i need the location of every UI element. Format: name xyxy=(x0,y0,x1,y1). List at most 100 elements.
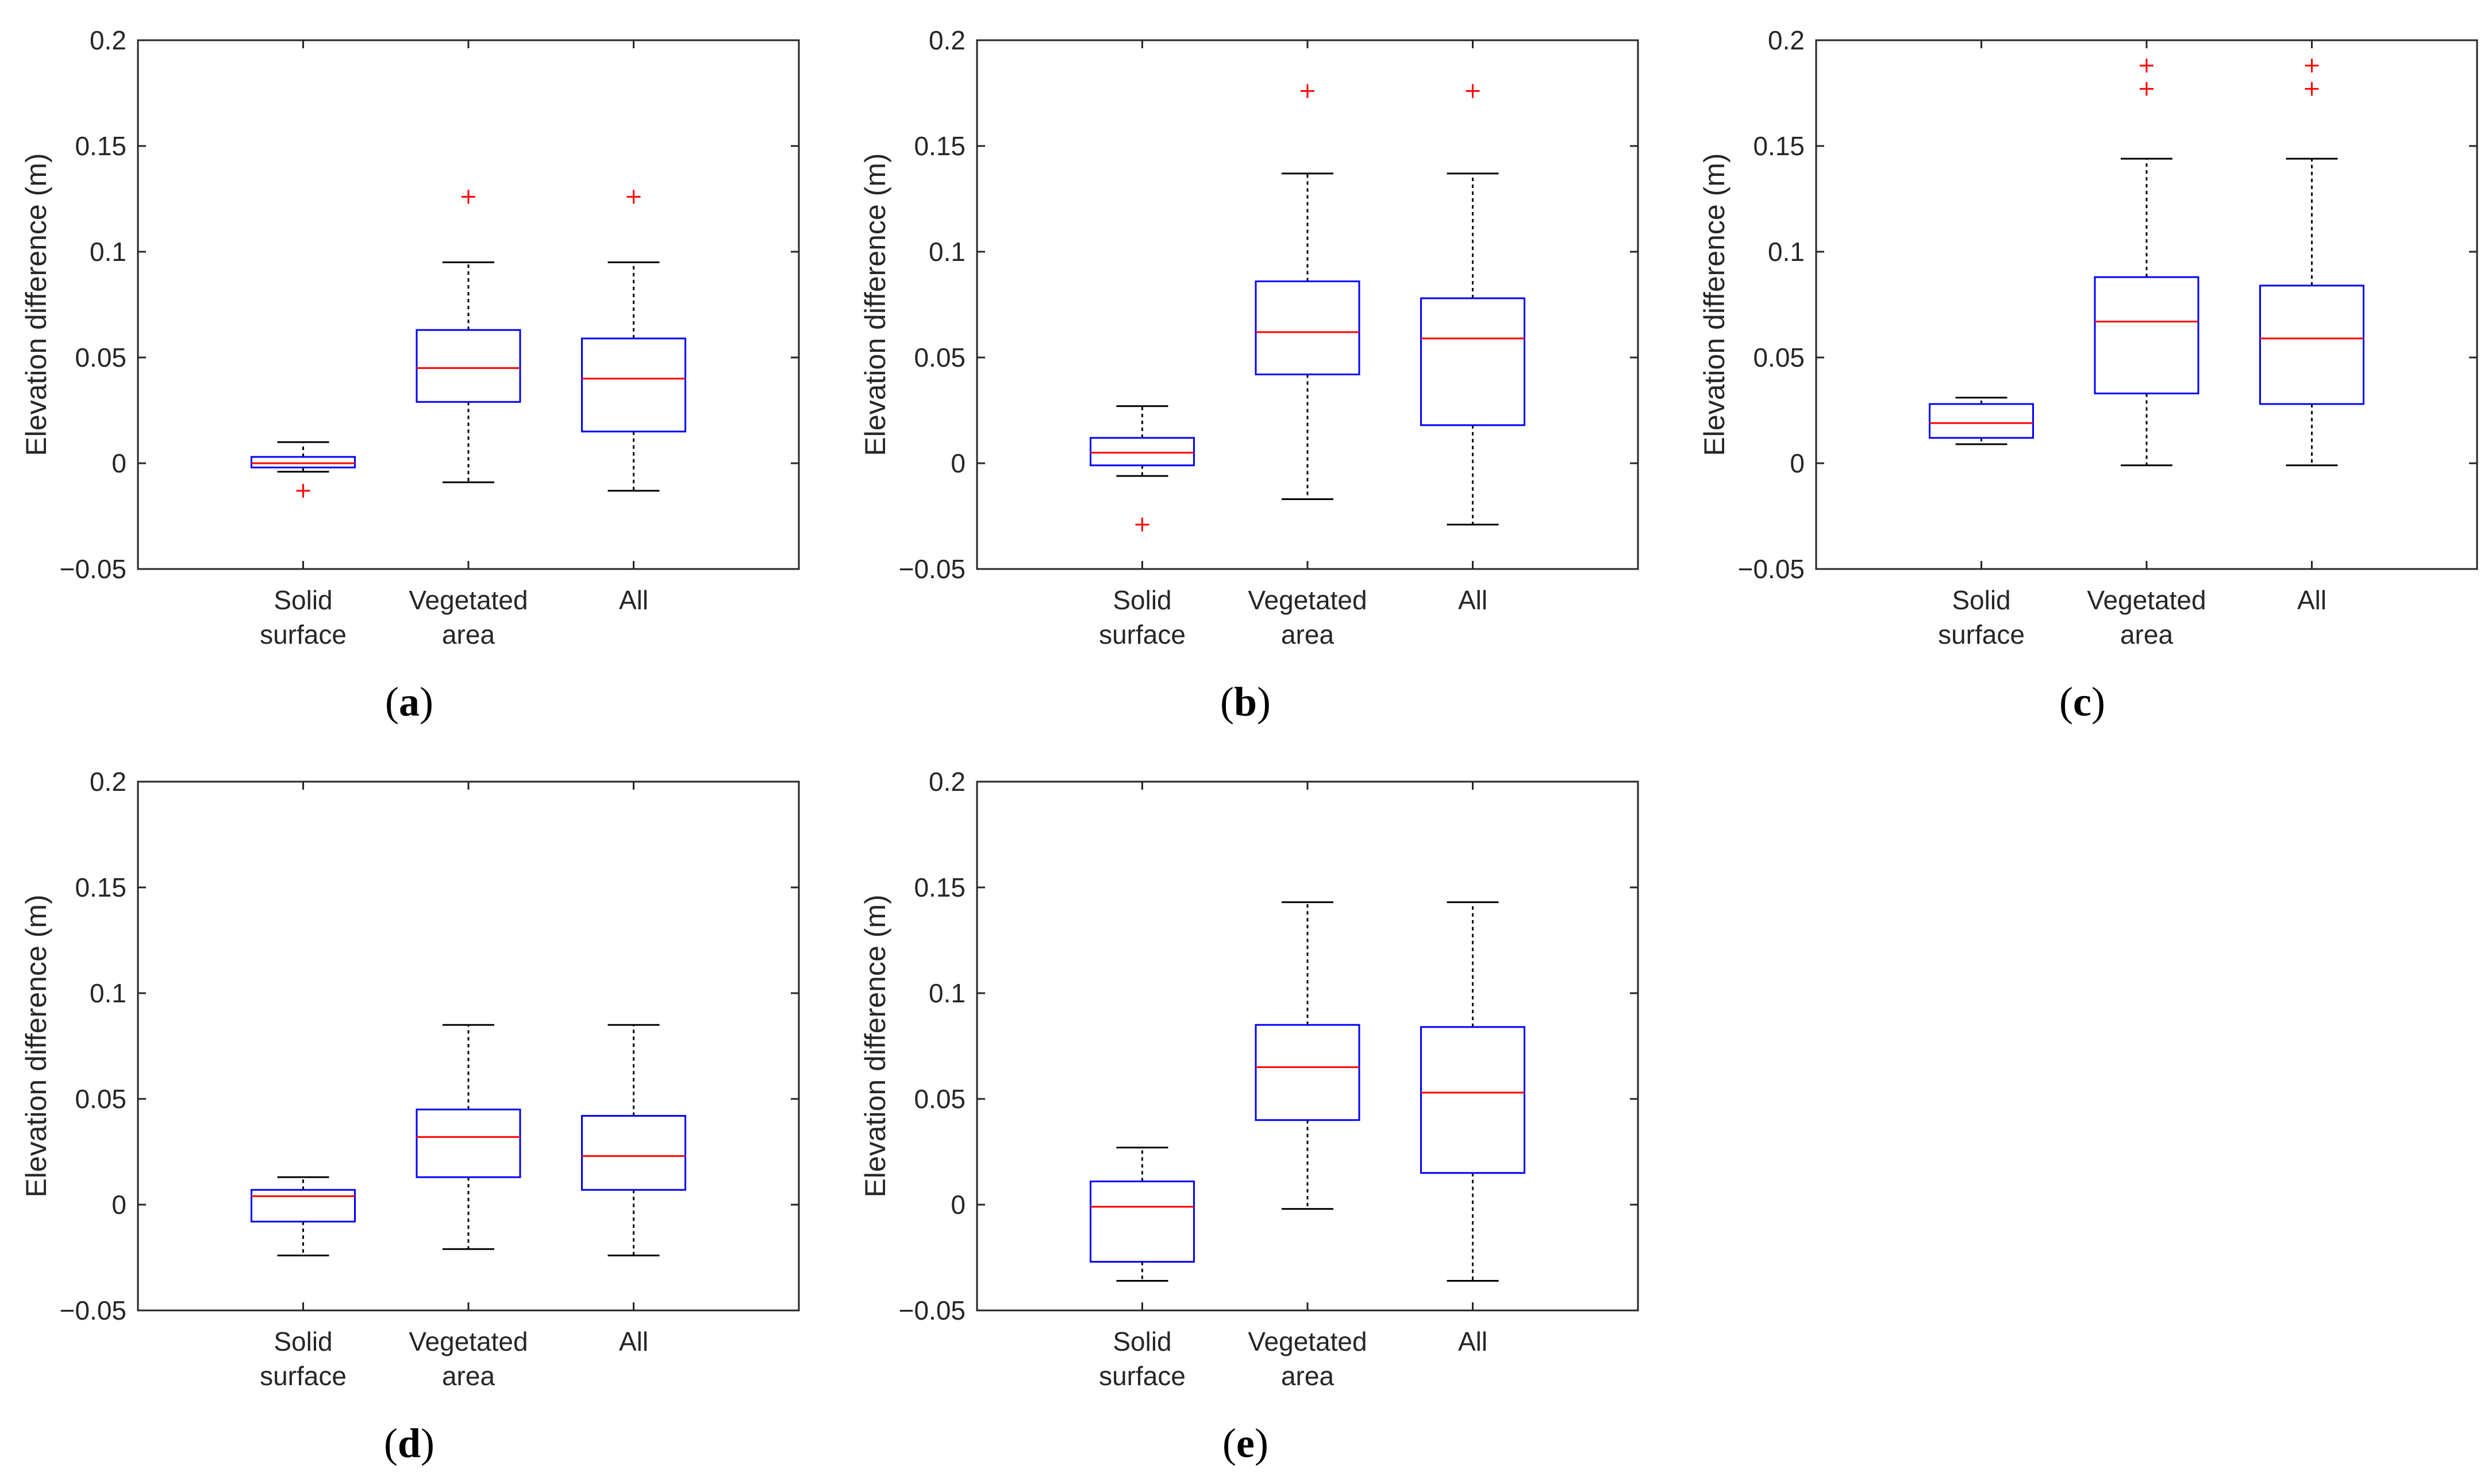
box xyxy=(1420,1026,1525,1174)
y-tick-label: 0.05 xyxy=(1753,343,1805,372)
x-category-label: Solid xyxy=(1952,585,2010,615)
outlier-marker xyxy=(2140,59,2153,73)
plot-frame xyxy=(976,781,1639,1312)
y-tick-label: 0.15 xyxy=(75,872,126,902)
y-tick-label: 0.2 xyxy=(929,767,966,797)
x-category-label: area xyxy=(442,1361,495,1391)
box xyxy=(1090,437,1195,467)
box xyxy=(251,456,356,468)
x-category-label: Vegetated xyxy=(409,1327,528,1356)
x-category-label: Vegetated xyxy=(409,585,528,615)
y-axis-label: Elevation difference (m) xyxy=(859,153,891,456)
x-category-label: All xyxy=(619,1327,648,1356)
box xyxy=(1929,403,2034,439)
y-tick-label: 0.2 xyxy=(929,25,966,55)
outlier-marker xyxy=(462,190,475,204)
chart-panel-c: −0.05 0 0.05 0.1 0.15 0.2 Elevation difference… xyxy=(1698,25,2478,649)
chart-panel-a: −0.05 0 0.05 0.1 0.15 0.2 Elevation difference… xyxy=(20,25,800,649)
x-category-label: surface xyxy=(260,1361,347,1391)
x-category-label: area xyxy=(1281,620,1334,649)
plot-frame xyxy=(976,39,1639,570)
box xyxy=(251,1189,356,1222)
outlier-marker xyxy=(2305,59,2319,73)
y-tick-label: 0 xyxy=(951,1190,966,1220)
y-tick-label: 0.1 xyxy=(929,237,966,267)
y-tick-label: 0 xyxy=(111,448,126,478)
chart-panel-b: −0.05 0 0.05 0.1 0.15 0.2 Elevation difference… xyxy=(859,25,1639,649)
x-category-label: area xyxy=(1281,1361,1334,1391)
y-tick-label: 0.1 xyxy=(929,978,966,1008)
y-tick-label: −0.05 xyxy=(60,554,126,584)
y-axis-label: Elevation difference (m) xyxy=(1698,153,1730,456)
box xyxy=(581,1114,686,1191)
y-tick-label: 0 xyxy=(111,1190,126,1220)
box xyxy=(2259,285,2364,405)
x-category-label: surface xyxy=(260,620,347,649)
caption-d: (d) xyxy=(383,1420,434,1466)
y-tick-label: 0.15 xyxy=(914,131,966,161)
plot-frame xyxy=(137,39,800,570)
y-tick-label: 0.15 xyxy=(1753,131,1805,161)
caption-b: (b) xyxy=(1220,679,1271,725)
outlier-marker xyxy=(296,483,310,498)
x-category-label: All xyxy=(1458,1327,1487,1356)
box xyxy=(1090,1181,1195,1263)
y-tick-label: 0.15 xyxy=(75,131,126,161)
outlier-marker xyxy=(626,190,641,204)
y-axis-label: Elevation difference (m) xyxy=(859,894,891,1197)
box xyxy=(416,1108,521,1178)
x-category-label: Solid xyxy=(274,1327,332,1356)
caption-c: (c) xyxy=(2059,679,2105,725)
y-tick-label: 0 xyxy=(1790,448,1805,478)
y-tick-label: −0.05 xyxy=(899,554,966,584)
y-tick-label: −0.05 xyxy=(60,1295,126,1325)
x-category-label: surface xyxy=(1099,620,1186,649)
box xyxy=(1255,280,1360,375)
x-category-label: area xyxy=(442,620,495,649)
x-category-label: Solid xyxy=(1113,585,1171,615)
outlier-marker xyxy=(1466,84,1480,98)
outlier-marker xyxy=(2140,82,2153,96)
y-tick-label: 0.05 xyxy=(914,1084,966,1114)
x-category-label: Vegetated xyxy=(1248,1327,1367,1356)
x-category-label: Vegetated xyxy=(2087,585,2206,615)
box xyxy=(1255,1024,1360,1121)
box xyxy=(416,329,521,403)
x-category-label: All xyxy=(619,585,648,615)
y-tick-label: 0.1 xyxy=(90,978,126,1008)
x-category-label: surface xyxy=(1099,1361,1186,1391)
y-tick-label: 0 xyxy=(951,448,966,478)
box xyxy=(581,337,686,433)
y-tick-label: 0.05 xyxy=(914,343,966,372)
caption-e: (e) xyxy=(1222,1420,1268,1466)
y-tick-label: −0.05 xyxy=(1738,554,1805,584)
y-tick-label: −0.05 xyxy=(899,1295,966,1325)
y-axis-label: Elevation difference (m) xyxy=(20,153,52,456)
y-tick-label: 0.1 xyxy=(90,237,126,267)
y-tick-label: 0.05 xyxy=(75,1084,126,1114)
y-tick-label: 0.15 xyxy=(914,872,966,902)
x-category-label: surface xyxy=(1938,620,2025,649)
x-category-label: All xyxy=(2297,585,2326,615)
x-category-label: Solid xyxy=(1113,1327,1171,1356)
chart-panel-e: −0.05 0 0.05 0.1 0.15 0.2 Elevation difference… xyxy=(859,767,1639,1391)
y-tick-label: 0.05 xyxy=(75,343,126,372)
y-tick-label: 0.1 xyxy=(1768,237,1805,267)
box xyxy=(1420,297,1525,426)
caption-a: (a) xyxy=(385,679,433,725)
x-category-label: All xyxy=(1458,585,1487,615)
x-category-label: area xyxy=(2120,620,2173,649)
outlier-marker xyxy=(2305,82,2319,96)
x-category-label: Solid xyxy=(274,585,332,615)
y-axis-label: Elevation difference (m) xyxy=(20,894,52,1197)
y-tick-label: 0.2 xyxy=(90,767,126,797)
box xyxy=(2094,276,2199,395)
y-tick-label: 0.2 xyxy=(90,25,126,55)
outlier-marker xyxy=(1301,84,1314,98)
chart-panel-d: −0.05 0 0.05 0.1 0.15 0.2 Elevation difference… xyxy=(20,767,800,1391)
plot-frame xyxy=(1815,39,2478,570)
outlier-marker xyxy=(1135,517,1149,532)
x-category-label: Vegetated xyxy=(1248,585,1367,615)
y-tick-label: 0.2 xyxy=(1768,25,1805,55)
